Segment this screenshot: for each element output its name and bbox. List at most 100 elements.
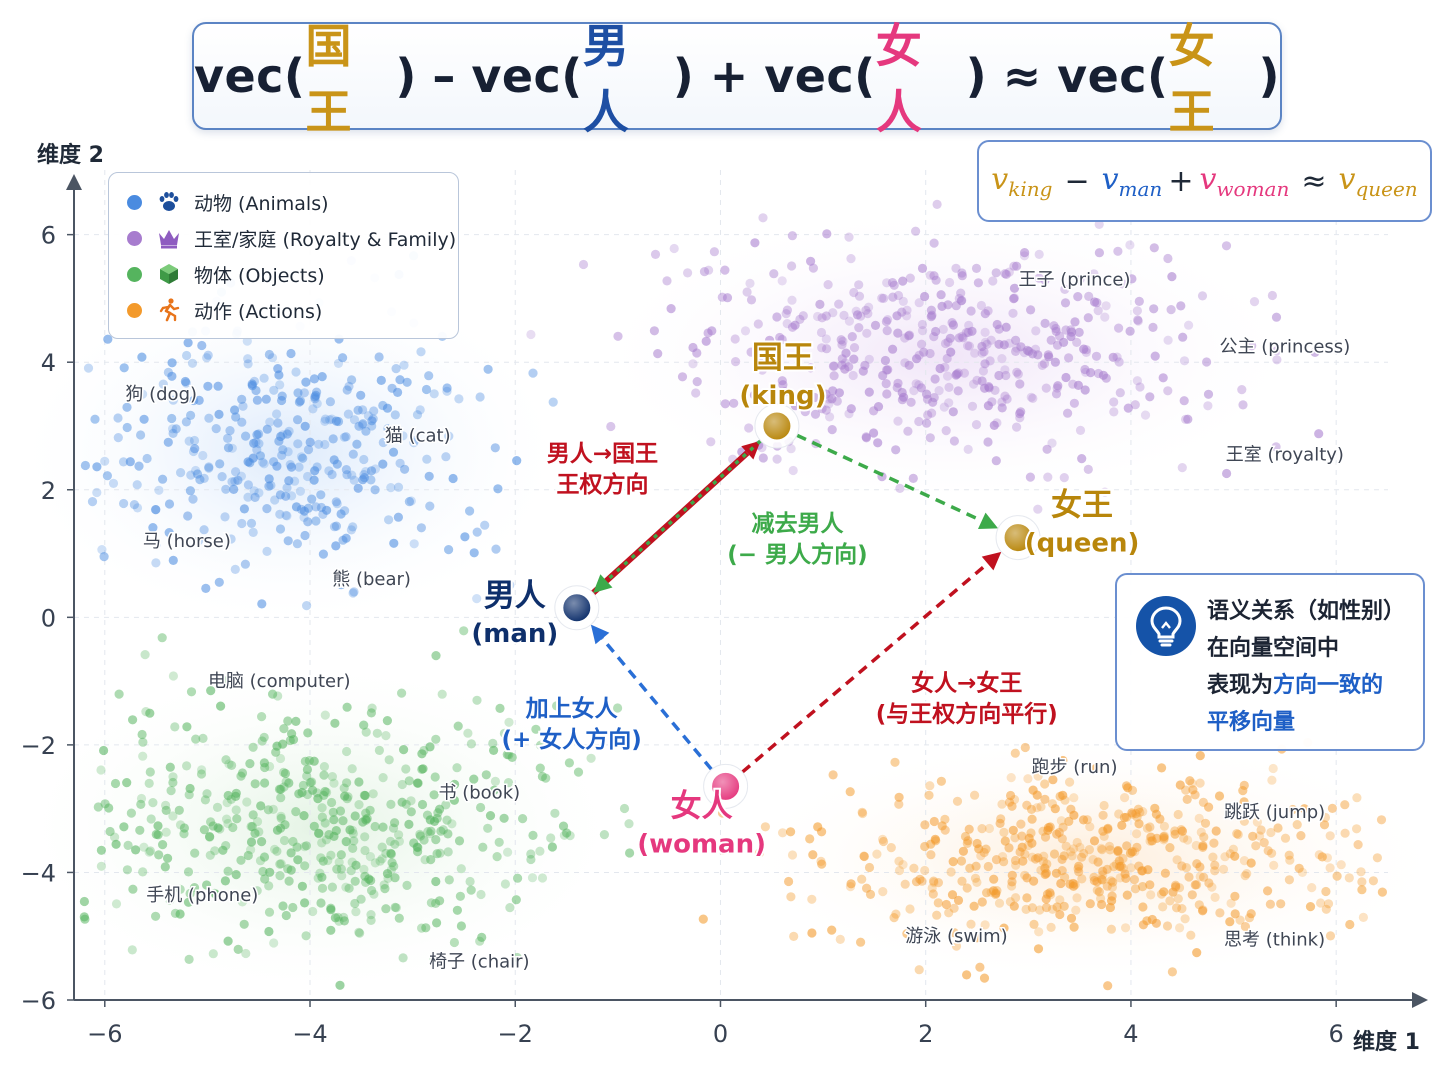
scatter-point — [320, 818, 330, 828]
scatter-point — [293, 415, 303, 425]
scatter-point — [274, 436, 284, 446]
scatter-point — [1031, 326, 1041, 336]
scatter-point — [1007, 881, 1017, 891]
scatter-point — [1319, 820, 1330, 830]
crown-icon — [159, 230, 179, 249]
scatter-point — [318, 509, 328, 519]
paw-icon — [159, 192, 179, 211]
scatter-point — [528, 830, 538, 841]
key-point-label: 女人 — [671, 788, 733, 824]
scatter-point — [1235, 915, 1245, 925]
scatter-point — [808, 263, 819, 273]
scatter-point — [1158, 902, 1168, 912]
scatter-point — [914, 965, 924, 975]
scatter-point — [1057, 854, 1067, 865]
scatter-point — [185, 783, 195, 794]
scatter-point — [275, 871, 285, 881]
scatter-point — [381, 731, 391, 741]
scatter-point — [291, 807, 301, 817]
scatter-point — [526, 854, 536, 865]
scatter-point — [1059, 851, 1069, 861]
scatter-point — [336, 850, 346, 860]
scatter-point — [312, 788, 322, 798]
scatter-point — [305, 437, 315, 447]
scatter-point — [1199, 872, 1209, 882]
scatter-point — [331, 541, 341, 551]
scatter-point — [1165, 843, 1175, 853]
scatter-point — [1083, 313, 1093, 323]
scatter-point — [1004, 797, 1015, 807]
scatter-point — [119, 498, 129, 509]
scatter-point — [332, 459, 342, 469]
scatter-point — [997, 799, 1007, 809]
scatter-point — [237, 897, 247, 907]
scatter-point — [1018, 856, 1028, 866]
scatter-point — [409, 838, 419, 848]
scatter-point — [279, 767, 289, 778]
scatter-point — [227, 443, 237, 453]
scatter-point — [222, 798, 232, 808]
scatter-point — [861, 433, 872, 443]
scatter-point — [513, 873, 523, 883]
scatter-point — [858, 808, 868, 819]
scatter-point — [1200, 818, 1211, 828]
scatter-point — [1138, 902, 1148, 912]
scatter-point — [1061, 841, 1071, 851]
scatter-point — [1043, 472, 1053, 482]
scatter-point — [953, 386, 963, 396]
scatter-point — [1043, 823, 1054, 833]
scatter-point — [765, 335, 775, 345]
scatter-point — [299, 842, 310, 852]
scatter-point — [246, 821, 256, 832]
scatter-point — [909, 863, 919, 873]
scatter-point — [1120, 793, 1130, 803]
scatter-point — [374, 352, 384, 362]
scatter-point — [311, 516, 321, 526]
scatter-point — [1056, 878, 1066, 889]
scatter-point — [1255, 831, 1265, 841]
scatter-point — [1109, 397, 1119, 407]
scatter-point — [1058, 822, 1068, 832]
scatter-point — [925, 348, 935, 359]
scatter-point — [354, 777, 364, 787]
scatter-point — [341, 836, 352, 847]
scatter-point — [291, 716, 301, 727]
scatter-point — [940, 825, 950, 835]
scatter-point — [775, 332, 785, 343]
scatter-point — [789, 931, 799, 942]
scatter-point — [220, 876, 230, 886]
scatter-point — [307, 494, 317, 504]
scatter-point — [158, 474, 168, 484]
scatter-point — [1066, 331, 1076, 342]
scatter-point — [782, 319, 792, 329]
scatter-point — [989, 874, 999, 884]
scatter-point — [291, 367, 301, 377]
scatter-point — [388, 447, 399, 457]
scatter-point — [914, 416, 924, 427]
scatter-point — [983, 306, 993, 316]
y-axis-arrow-icon — [66, 174, 82, 190]
scatter-point — [359, 720, 369, 730]
scatter-point — [1267, 775, 1277, 785]
scatter-point — [113, 433, 123, 443]
scatter-point — [944, 398, 954, 408]
scatter-point — [817, 313, 827, 323]
scatter-point — [465, 876, 475, 887]
scatter-point — [1198, 797, 1208, 808]
scatter-point — [361, 467, 371, 477]
scatter-point — [389, 861, 399, 871]
scatter-point — [136, 793, 147, 804]
scatter-point — [906, 397, 916, 407]
scatter-point — [1036, 802, 1046, 812]
word-label: 公主 (princess) — [1219, 336, 1350, 357]
scatter-point — [1185, 776, 1195, 786]
scatter-point — [861, 305, 871, 315]
scatter-point — [1066, 913, 1077, 923]
scatter-point — [1010, 833, 1020, 843]
scatter-point — [100, 799, 110, 809]
scatter-point — [356, 894, 366, 904]
scatter-point — [951, 301, 961, 311]
scatter-point — [1327, 803, 1337, 814]
scatter-point — [786, 827, 796, 837]
formula-king: vking — [991, 162, 1052, 201]
